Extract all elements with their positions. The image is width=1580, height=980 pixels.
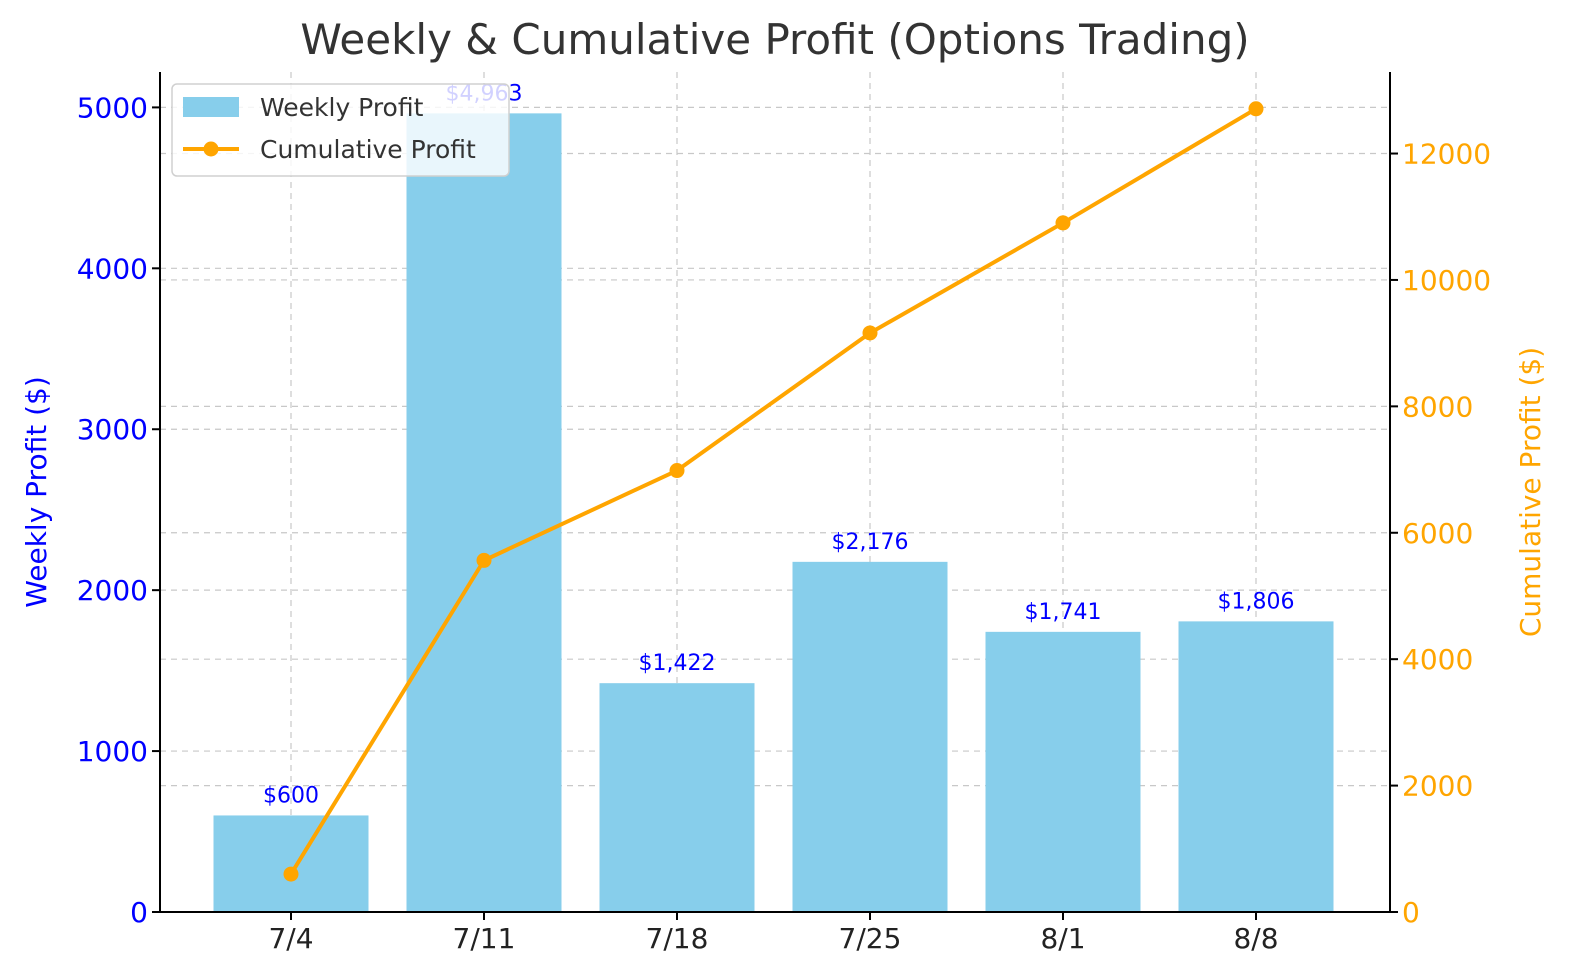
right-tick-label: 8000: [1402, 390, 1473, 423]
bar-data-label: $600: [263, 783, 319, 808]
right-tick-label: 6000: [1402, 517, 1473, 550]
bar-weekly-profit: [985, 631, 1141, 912]
cumulative-profit-point: [1055, 215, 1071, 231]
right-tick-label: 2000: [1402, 770, 1473, 803]
bar-data-label: $1,422: [639, 651, 716, 676]
bars: [213, 113, 1334, 912]
cumulative-profit-point: [862, 325, 878, 341]
legend-swatch-cumulative-marker: [203, 141, 219, 157]
cumulative-line-layer: [283, 101, 1264, 882]
left-tick-label: 1000: [77, 735, 148, 768]
bar-data-label: $1,741: [1025, 600, 1102, 625]
y-axis-label-left: Weekly Profit ($): [20, 376, 53, 608]
x-tick-label: 8/8: [1233, 922, 1278, 955]
y-axis-label-right: Cumulative Profit ($): [1514, 347, 1547, 637]
cumulative-profit-point: [476, 552, 492, 568]
left-tick-label: 3000: [77, 413, 148, 446]
bar-weekly-profit: [213, 815, 369, 912]
x-tick-label: 7/11: [453, 922, 516, 955]
chart-title: Weekly & Cumulative Profit (Options Trad…: [300, 15, 1249, 64]
cumulative-profit-point: [669, 463, 685, 479]
x-tick-label: 8/1: [1040, 922, 1085, 955]
x-tick-label: 7/4: [268, 922, 313, 955]
bar-data-label: $2,176: [832, 530, 909, 555]
bar-weekly-profit: [792, 561, 948, 912]
cumulative-profit-point: [1248, 101, 1264, 117]
legend-label-weekly-profit: Weekly Profit: [260, 93, 424, 122]
left-tick-label: 4000: [77, 252, 148, 285]
legend-swatch-weekly-profit: [183, 97, 239, 117]
bar-weekly-profit: [406, 113, 562, 912]
right-tick-label: 0: [1402, 896, 1420, 929]
x-tick-label: 7/25: [839, 922, 902, 955]
right-tick-label: 12000: [1402, 138, 1491, 171]
legend[interactable]: Weekly Profit Cumulative Profit: [171, 83, 510, 177]
bar-weekly-profit: [1178, 621, 1334, 912]
left-tick-label: 0: [130, 896, 148, 929]
bar-data-label: $1,806: [1218, 589, 1295, 614]
cumulative-profit-point: [283, 866, 299, 882]
cumulative-profit-line: [289, 107, 1258, 876]
bar-weekly-profit: [599, 683, 755, 912]
axes: 0 1000 2000 3000 4000 5000 0 2000 4000 6000 8000 10…: [77, 72, 1491, 955]
legend-box: [171, 83, 510, 177]
labels: $600$4,963$1,422$2,176$1,741$1,806Weekly…: [20, 15, 1547, 808]
x-tick-label: 7/18: [646, 922, 709, 955]
left-tick-label: 2000: [77, 574, 148, 607]
right-tick-label: 4000: [1402, 643, 1473, 676]
left-tick-label: 5000: [77, 91, 148, 124]
legend-label-cumulative-profit: Cumulative Profit: [260, 135, 476, 164]
right-tick-label: 10000: [1402, 264, 1491, 297]
